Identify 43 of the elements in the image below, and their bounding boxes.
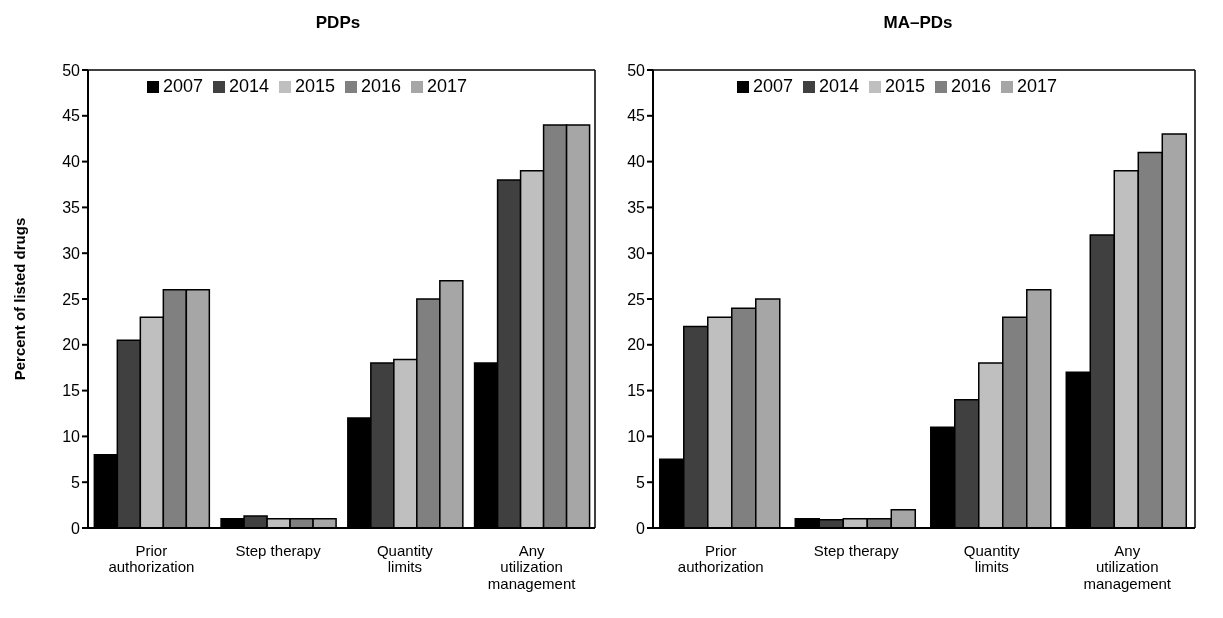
y-tick-label: 30 <box>62 244 81 262</box>
y-tick-label: 5 <box>636 473 646 491</box>
x-tick-label: Any utilization management <box>1083 541 1172 592</box>
legend-label: 2015 <box>884 76 926 96</box>
y-tick-label: 10 <box>62 428 81 446</box>
legend-label: 2007 <box>752 76 793 96</box>
y-tick-label: 30 <box>627 244 646 262</box>
y-tick-label: 25 <box>627 290 646 308</box>
y-tick-label: 5 <box>71 473 81 491</box>
x-tick-label: Prior authorization <box>677 541 764 575</box>
y-tick-label: 20 <box>62 336 81 354</box>
y-tick-label: 45 <box>62 107 81 125</box>
legend-label: 2016 <box>951 76 992 96</box>
y-tick-label: 50 <box>62 61 81 79</box>
y-tick-label: 15 <box>62 382 81 400</box>
legend-label: 2015 <box>294 76 336 96</box>
x-tick-label: Quantity limits <box>963 541 1021 575</box>
chart-title: PDPs <box>314 12 362 34</box>
x-tick-label: Quantity limits <box>376 541 434 575</box>
legend-label: 2017 <box>1017 76 1058 96</box>
y-tick-label: 10 <box>627 428 646 446</box>
y-tick-label: 0 <box>636 519 646 537</box>
y-tick-label: 40 <box>62 153 81 171</box>
legend-label: 2014 <box>228 76 269 96</box>
y-tick-label: 0 <box>71 519 81 537</box>
y-axis-title: Percent of listed drugs <box>11 217 29 381</box>
x-tick-label: Any utilization management <box>487 541 577 592</box>
y-tick-label: 45 <box>627 107 646 125</box>
x-tick-label: Prior authorization <box>108 541 195 575</box>
legend-label: 2016 <box>361 76 402 96</box>
x-tick-label: Step therapy <box>235 541 322 559</box>
legend-label: 2014 <box>818 76 859 96</box>
y-tick-label: 40 <box>627 153 646 171</box>
y-tick-label: 20 <box>627 336 646 354</box>
x-tick-label: Step therapy <box>813 541 900 559</box>
legend-label: 2017 <box>427 76 468 96</box>
y-tick-label: 25 <box>62 290 81 308</box>
y-tick-label: 15 <box>627 382 646 400</box>
legend-label: 2007 <box>162 76 203 96</box>
y-tick-label: 35 <box>62 199 81 217</box>
y-tick-label: 35 <box>627 199 646 217</box>
chart-title: MA–PDs <box>882 12 954 34</box>
y-tick-label: 50 <box>627 61 646 79</box>
